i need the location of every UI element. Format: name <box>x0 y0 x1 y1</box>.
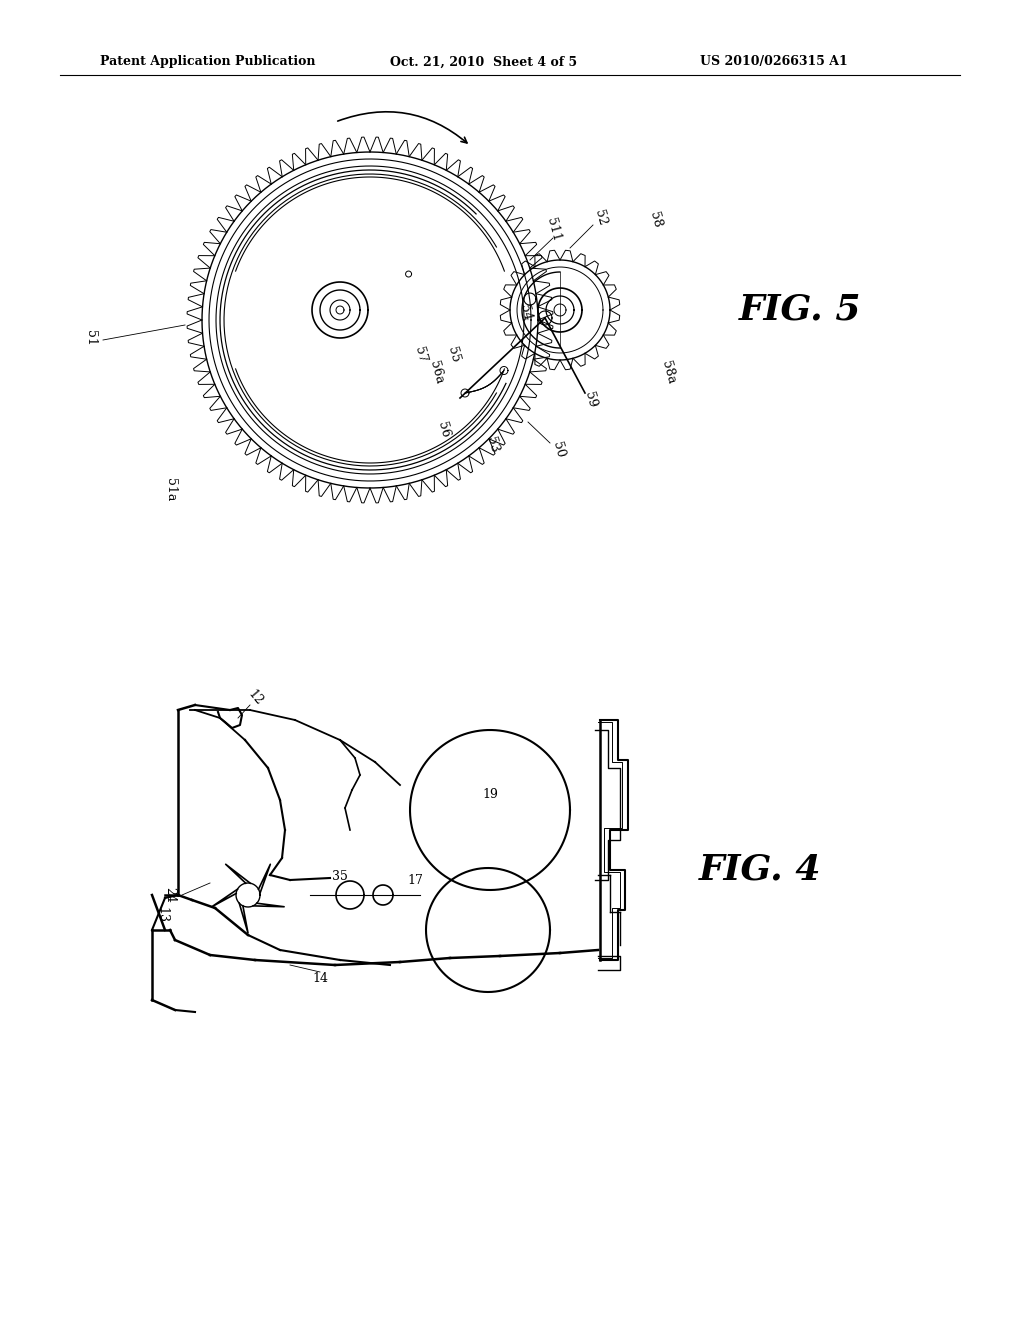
Text: 17: 17 <box>408 874 423 887</box>
Text: 35: 35 <box>332 870 348 883</box>
Text: 50: 50 <box>550 441 566 459</box>
Text: 54: 54 <box>517 304 534 322</box>
Text: FIG. 5: FIG. 5 <box>738 293 861 327</box>
Text: 511: 511 <box>544 216 562 243</box>
Text: 51: 51 <box>84 330 96 346</box>
Text: 53: 53 <box>483 436 501 454</box>
Text: 19: 19 <box>482 788 498 801</box>
Text: 56: 56 <box>434 421 452 440</box>
Text: 56a: 56a <box>427 359 445 385</box>
Text: 55: 55 <box>444 346 462 364</box>
Text: 59: 59 <box>582 391 598 409</box>
Text: Oct. 21, 2010  Sheet 4 of 5: Oct. 21, 2010 Sheet 4 of 5 <box>390 55 578 69</box>
Text: 52: 52 <box>592 209 608 227</box>
Text: 58: 58 <box>647 211 664 230</box>
Text: 58a: 58a <box>658 359 677 385</box>
Text: 57: 57 <box>412 346 428 364</box>
Text: US 2010/0266315 A1: US 2010/0266315 A1 <box>700 55 848 69</box>
Text: 51a: 51a <box>164 478 176 502</box>
Text: Patent Application Publication: Patent Application Publication <box>100 55 315 69</box>
Text: 12: 12 <box>245 688 265 709</box>
Text: 24: 24 <box>164 887 176 903</box>
Text: 13: 13 <box>156 907 169 923</box>
Text: FIG. 4: FIG. 4 <box>698 853 821 887</box>
Text: 14: 14 <box>312 972 328 985</box>
